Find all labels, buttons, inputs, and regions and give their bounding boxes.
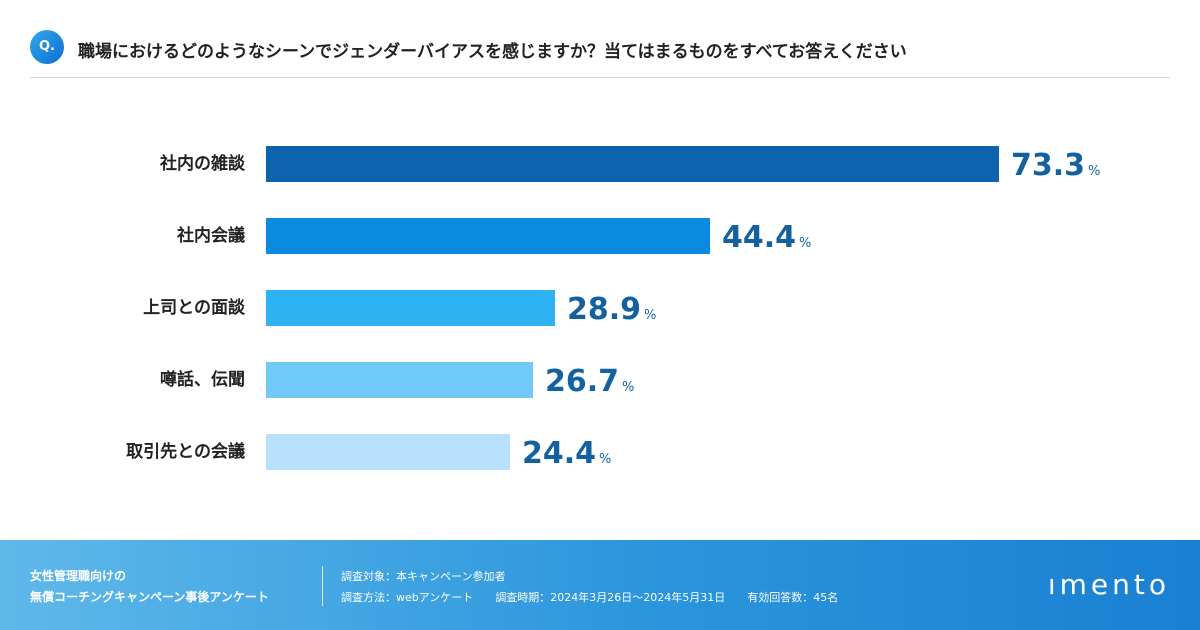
- survey-method: 調査方法：webアンケート: [341, 591, 474, 604]
- mento-logo: ımento: [1047, 568, 1170, 601]
- bar-value-label: 73.3%: [1011, 146, 1101, 183]
- bar-value-unit: %: [1088, 164, 1101, 179]
- bar-value-number: 73.3: [1011, 148, 1086, 183]
- bar-chart: 社内の雑談 73.3% 社内会議 44.4% 上司との面談 28.9% 噂話、伝聞 26.7%…: [126, 146, 1101, 471]
- survey-meta: 調査対象：本キャンペーン参加者 調査方法：webアンケート 調査時期：2024年3…: [341, 566, 838, 608]
- bar-value-label: 44.4%: [722, 218, 812, 255]
- survey-period: 調査時期：2024年3月26日〜2024年5月31日: [495, 591, 726, 604]
- bar-value-number: 28.9: [567, 292, 642, 327]
- bar: [266, 434, 510, 470]
- question-badge: Q.: [30, 30, 64, 64]
- survey-title-line2: 無償コーチングキャンペーン事後アンケート: [30, 590, 269, 604]
- question-header: Q. 職場におけるどのようなシーンでジェンダーバイアスを感じますか？当てはまるも…: [30, 30, 1170, 78]
- bar: [266, 290, 555, 326]
- survey-title-line1: 女性管理職向けの: [30, 569, 127, 583]
- bar-value-number: 24.4: [522, 436, 597, 471]
- footer-divider: [322, 566, 323, 606]
- question-text: 職場におけるどのようなシーンでジェンダーバイアスを感じますか？当てはまるものをす…: [78, 42, 907, 62]
- bar: [266, 362, 533, 398]
- bar-value-unit: %: [622, 380, 635, 395]
- bar-value-unit: %: [799, 236, 812, 251]
- bar-value-unit: %: [599, 452, 612, 467]
- bar-value-number: 26.7: [545, 364, 620, 399]
- survey-responses: 有効回答数：45名: [747, 591, 839, 604]
- bar-label: 社内の雑談: [160, 154, 245, 174]
- bar-value-label: 26.7%: [545, 362, 635, 399]
- bar-value-unit: %: [644, 308, 657, 323]
- survey-target: 調査対象：本キャンペーン参加者: [341, 570, 506, 583]
- bar: [266, 146, 999, 182]
- bar-value-number: 44.4: [722, 220, 797, 255]
- survey-title: 女性管理職向けの 無償コーチングキャンペーン事後アンケート: [30, 566, 269, 608]
- bar-label: 社内会議: [177, 226, 245, 246]
- survey-footer: 女性管理職向けの 無償コーチングキャンペーン事後アンケート 調査対象：本キャンペ…: [0, 540, 1200, 630]
- bar-label: 噂話、伝聞: [160, 370, 245, 390]
- bar: [266, 218, 710, 254]
- bar-label: 取引先との会議: [126, 442, 245, 462]
- survey-meta-line2: 調査方法：webアンケート 調査時期：2024年3月26日〜2024年5月31日 有…: [341, 587, 838, 608]
- bar-label: 上司との面談: [143, 298, 245, 318]
- bar-value-label: 24.4%: [522, 434, 612, 471]
- bar-value-label: 28.9%: [567, 290, 657, 327]
